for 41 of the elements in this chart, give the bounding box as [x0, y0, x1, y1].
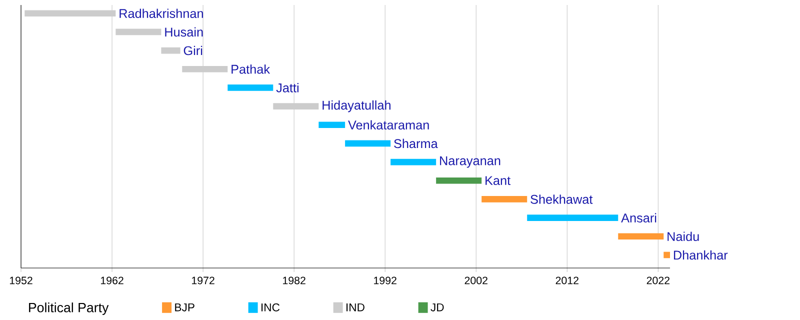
bar: [436, 177, 482, 184]
bar: [345, 140, 391, 147]
legend-label: BJP: [175, 303, 194, 312]
y-tick-label: Shekhawat: [530, 194, 593, 204]
bar: [182, 66, 228, 72]
bar: [318, 122, 346, 128]
legend-label: JD: [430, 303, 444, 312]
bar: [273, 103, 319, 110]
x-tick-label: 2022: [646, 276, 670, 284]
x-tick-label: 2012: [556, 276, 578, 284]
bar: [527, 214, 618, 221]
bar: [390, 158, 436, 166]
bar: [24, 10, 116, 17]
bar: [482, 196, 528, 202]
y-tick-label: Pathak: [232, 64, 270, 74]
y-tick-label: Hidayatullah: [322, 100, 390, 112]
y-tick-label: Narayanan: [440, 156, 500, 168]
x-tick-label: 1992: [374, 276, 396, 284]
y-tick-label: Dhankhar: [674, 250, 728, 260]
x-tick-label: 1962: [100, 276, 124, 284]
x-tick-label: 2002: [464, 276, 488, 284]
y-tick-label: Sharma: [394, 138, 438, 148]
x-tick-label: 1982: [283, 276, 306, 284]
x-tick-label: 1952: [10, 276, 32, 284]
y-tick-label: Ansari: [621, 213, 656, 222]
y-tick-label: Jatti: [276, 83, 298, 92]
y-tick-label: Kant: [486, 176, 510, 186]
y-tick-label: Naidu: [668, 232, 699, 242]
y-tick-label: Giri: [184, 46, 202, 56]
legend-label: INC: [262, 303, 280, 312]
legend-title: Political Party: [29, 302, 109, 315]
x-tick-label: 1972: [192, 276, 214, 284]
y-tick-label: Radhakrishnan: [120, 8, 203, 18]
bar: [161, 47, 180, 54]
bar: [618, 233, 664, 240]
bar: [664, 252, 670, 258]
y-tick-label: Husain: [165, 27, 203, 37]
bar: [228, 84, 274, 91]
bar: [116, 28, 162, 36]
y-tick-label: Venkataraman: [348, 120, 429, 130]
legend-label: IND: [346, 303, 364, 312]
